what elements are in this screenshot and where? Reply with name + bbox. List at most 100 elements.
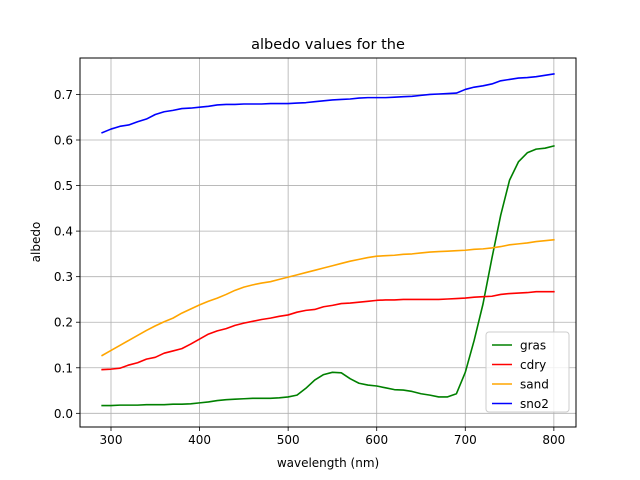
data-point-sand [473,249,475,251]
data-point-cdry [128,364,130,366]
data-point-gras [287,396,289,398]
data-point-cdry [340,303,342,305]
data-point-sand [101,355,103,357]
data-point-cdry [181,348,183,350]
data-point-cdry [305,310,307,312]
data-point-gras [394,389,396,391]
data-point-cdry [447,298,449,300]
data-point-gras [447,396,449,398]
data-point-cdry [243,322,245,324]
data-point-sno2 [464,89,466,91]
data-point-sand [199,304,201,306]
data-point-sno2 [181,108,183,110]
data-point-cdry [456,298,458,300]
data-point-cdry [394,299,396,301]
data-point-sno2 [101,132,103,134]
data-point-sno2 [278,103,280,105]
data-point-sno2 [154,114,156,116]
data-point-sno2 [172,110,174,112]
data-point-sand [110,350,112,352]
series-line-cdry [101,290,555,371]
data-point-sand [261,282,263,284]
data-point-cdry [332,305,334,307]
legend-entry-gras: gras [492,339,546,353]
data-point-gras [190,403,192,405]
data-point-sand [535,241,537,243]
data-point-cdry [385,299,387,301]
data-point-sno2 [305,102,307,104]
data-point-cdry [509,293,511,295]
data-point-cdry [429,299,431,301]
data-point-sno2 [367,97,369,99]
data-point-sand [500,246,502,248]
data-point-sand [491,247,493,249]
data-point-gras [526,152,528,154]
data-point-sno2 [163,111,165,113]
data-point-sand [208,300,210,302]
data-point-sand [287,276,289,278]
x-tick-label: 300 [100,433,123,447]
data-point-sno2 [420,95,422,97]
data-point-gras [278,397,280,399]
legend-label: gras [520,339,546,353]
data-point-sno2 [518,77,520,79]
data-point-gras [261,398,263,400]
data-point-sno2 [349,98,351,100]
x-tick-label: 500 [277,433,300,447]
data-point-cdry [234,325,236,327]
data-point-gras [500,214,502,216]
data-point-gras [402,389,404,391]
data-point-gras [482,303,484,305]
data-point-sand [146,330,148,332]
data-point-sand [420,252,422,254]
data-point-gras [518,161,520,163]
data-point-cdry [270,317,272,319]
series-line-gras [101,144,555,407]
data-point-sno2 [447,93,449,95]
data-point-cdry [110,368,112,370]
data-point-sno2 [270,103,272,105]
data-point-sand [270,281,272,283]
data-point-sno2 [429,94,431,96]
data-point-sand [402,254,404,256]
data-point-sand [553,239,555,241]
data-point-sand [332,265,334,267]
series-line-sand [101,238,555,357]
data-point-sand [340,263,342,265]
data-point-gras [332,372,334,374]
data-point-sand [411,253,413,255]
series-lines [101,73,555,407]
data-point-sand [394,254,396,256]
data-point-gras [101,405,103,407]
data-point-gras [438,396,440,398]
data-point-sand [181,312,183,314]
data-point-sno2 [526,77,528,79]
data-point-sno2 [323,100,325,102]
data-point-sno2 [296,102,298,104]
data-point-gras [296,394,298,396]
data-point-sno2 [438,93,440,95]
data-point-cdry [553,291,555,293]
data-point-sand [128,340,130,342]
x-tick-label: 400 [188,433,211,447]
data-point-sno2 [491,83,493,85]
data-point-sand [243,286,245,288]
y-tick-label: 0.4 [54,225,73,239]
data-point-sno2 [287,103,289,105]
data-point-sand [376,255,378,257]
data-point-sand [252,284,254,286]
data-point-gras [234,398,236,400]
data-point-sand [314,269,316,271]
data-point-cdry [190,343,192,345]
data-point-sno2 [234,104,236,106]
data-point-sand [438,251,440,253]
data-point-gras [243,398,245,400]
data-point-cdry [278,316,280,318]
legend: gras cdry sand sno2 [485,331,570,413]
data-point-sno2 [340,99,342,101]
data-point-gras [323,374,325,376]
y-tick-label: 0.3 [54,270,73,284]
data-point-cdry [314,309,316,311]
data-point-gras [305,387,307,389]
data-point-sno2 [137,121,139,123]
